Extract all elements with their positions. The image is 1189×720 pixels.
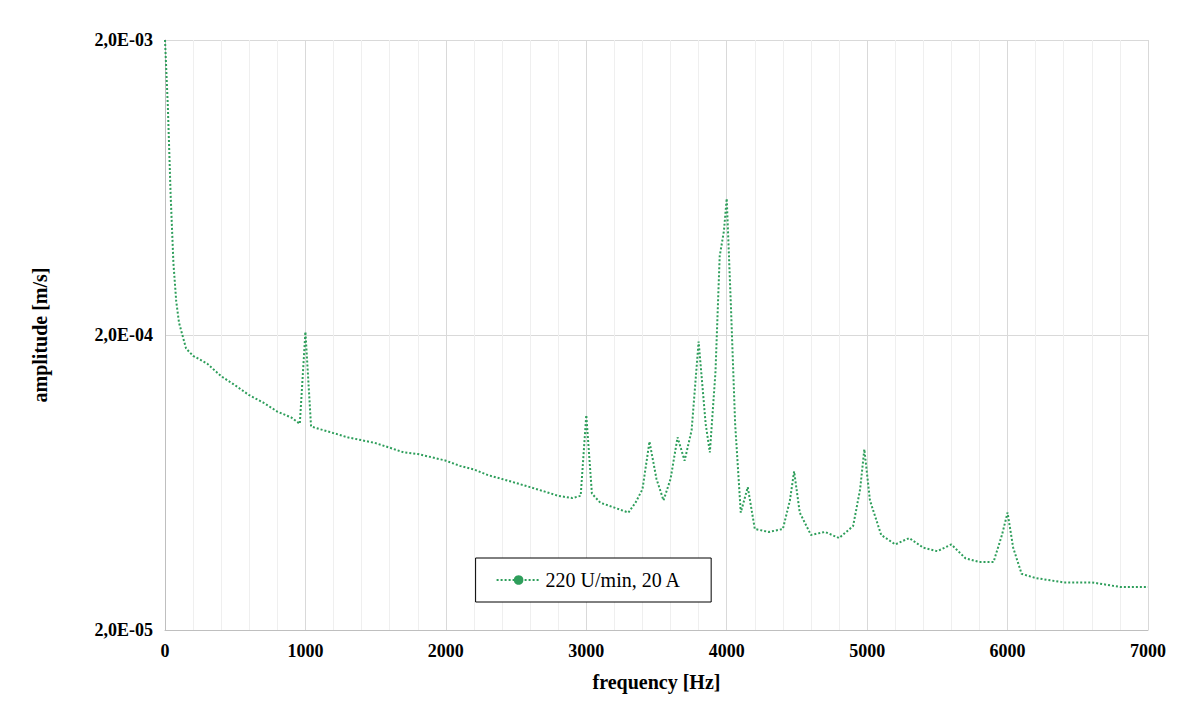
svg-text:220 U/min, 20 A: 220 U/min, 20 A xyxy=(546,569,681,591)
svg-text:0: 0 xyxy=(161,641,170,661)
svg-text:7000: 7000 xyxy=(1130,641,1166,661)
svg-text:6000: 6000 xyxy=(990,641,1026,661)
svg-text:2,0E-05: 2,0E-05 xyxy=(95,620,154,640)
svg-text:1000: 1000 xyxy=(287,641,323,661)
svg-text:amplitude [m/s]: amplitude [m/s] xyxy=(29,268,52,403)
svg-text:2,0E-04: 2,0E-04 xyxy=(95,325,154,345)
svg-text:frequency [Hz]: frequency [Hz] xyxy=(593,671,721,694)
svg-text:3000: 3000 xyxy=(568,641,604,661)
svg-text:2000: 2000 xyxy=(428,641,464,661)
svg-text:5000: 5000 xyxy=(849,641,885,661)
svg-text:2,0E-03: 2,0E-03 xyxy=(95,30,154,50)
svg-text:4000: 4000 xyxy=(709,641,745,661)
